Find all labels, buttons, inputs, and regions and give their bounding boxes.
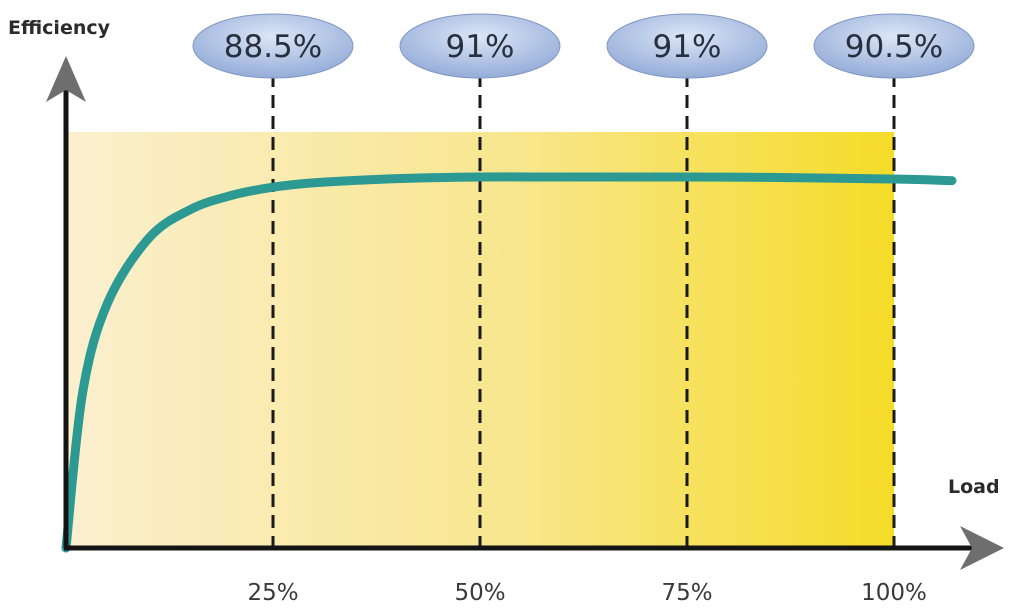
x-tick-label: 50%: [454, 580, 505, 606]
x-tick-label: 100%: [861, 580, 927, 606]
x-axis-title: Load: [948, 476, 1000, 498]
value-callouts: 88.5% 91% 91% 90.5%: [192, 13, 975, 79]
callout-value-label: 91%: [446, 29, 515, 65]
callout-bubble: [813, 13, 975, 79]
callout-bubble: [399, 13, 561, 79]
callout-bubble: [606, 13, 768, 79]
callout-value-label: 88.5%: [224, 29, 322, 65]
x-tick-label: 25%: [247, 580, 298, 606]
y-axis-arrow: [46, 56, 86, 102]
y-axis-title: Efficiency: [8, 17, 111, 39]
callout-value-label: 90.5%: [845, 29, 943, 65]
callout-value-label: 91%: [653, 29, 722, 65]
callout-bubble: [192, 13, 354, 79]
x-axis-arrow: [960, 526, 1004, 570]
x-tick-labels: 25% 50% 75% 100%: [247, 580, 926, 606]
x-tick-label: 75%: [661, 580, 712, 606]
efficiency-curve: [61, 172, 957, 553]
reference-lines: [271, 74, 896, 548]
